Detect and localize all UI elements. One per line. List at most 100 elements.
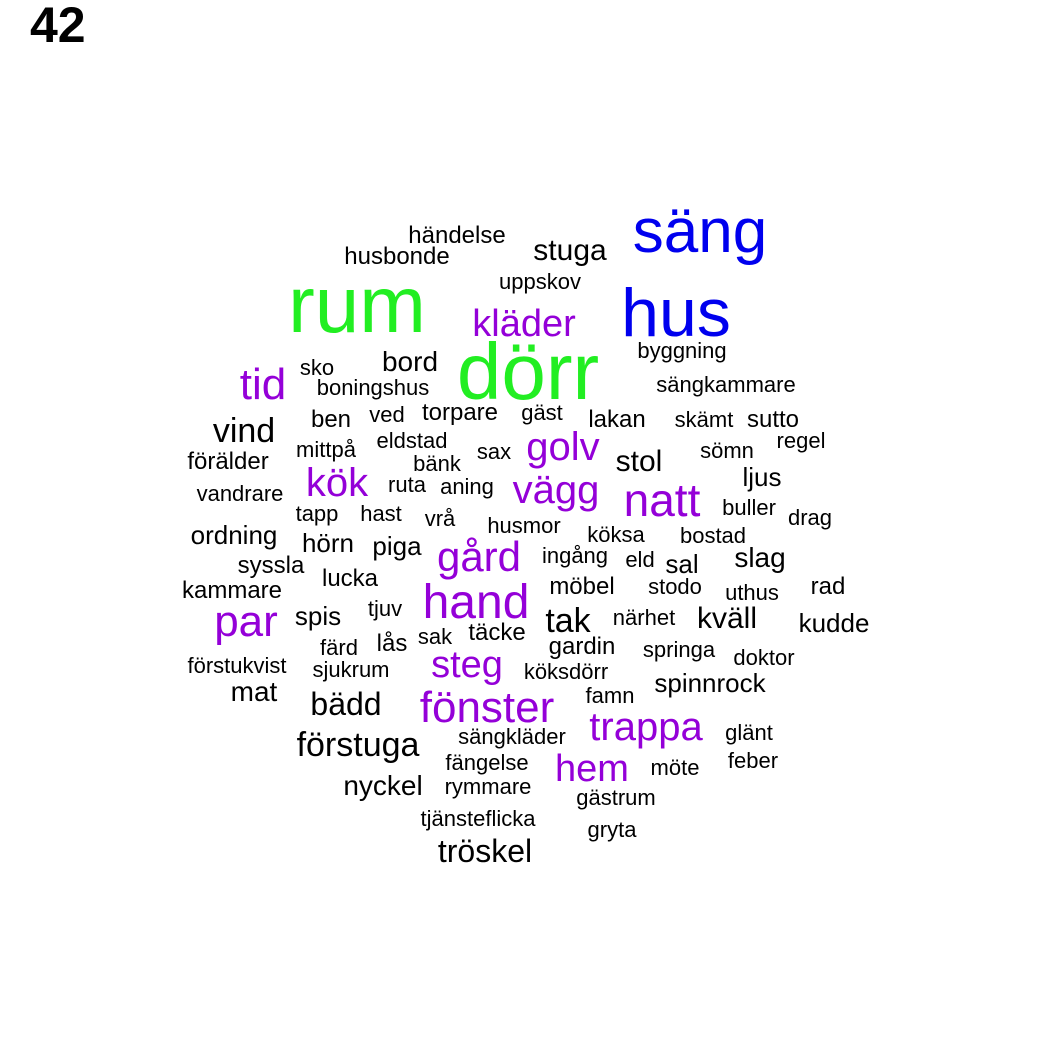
cloud-word: ljus <box>742 462 782 492</box>
cloud-word: gästrum <box>576 785 656 810</box>
cloud-word: tjänsteflicka <box>420 806 536 831</box>
cloud-word: eldstad <box>376 428 448 453</box>
cloud-word: ben <box>310 406 352 433</box>
cloud-word: kläder <box>472 303 576 345</box>
cloud-word: lucka <box>321 565 379 592</box>
cloud-word: spis <box>294 601 342 631</box>
cloud-word: syssla <box>237 552 305 579</box>
cloud-word: mat <box>230 676 278 707</box>
cloud-word: gardin <box>548 633 616 660</box>
cloud-word: vandrare <box>196 481 284 506</box>
cloud-word: husbonde <box>344 243 450 270</box>
cloud-word: feber <box>727 748 779 773</box>
cloud-word: boningshus <box>316 375 430 400</box>
cloud-word: sömn <box>700 438 754 463</box>
cloud-word: ingång <box>541 543 609 568</box>
cloud-word: rymmare <box>444 774 532 799</box>
cloud-word: fängelse <box>445 750 529 775</box>
cloud-word: sak <box>417 624 453 649</box>
cloud-word: husmor <box>487 513 561 538</box>
cloud-word: närhet <box>612 605 676 630</box>
cloud-word: lås <box>376 630 408 657</box>
cloud-word: golv <box>526 425 600 469</box>
cloud-word: mittpå <box>296 437 356 462</box>
cloud-word: par <box>214 597 278 646</box>
cloud-word: torpare <box>421 399 499 426</box>
cloud-word: spinnrock <box>654 668 766 698</box>
cloud-word: hörn <box>301 528 355 558</box>
cloud-word: kök <box>305 461 369 505</box>
cloud-word: doktor <box>733 645 795 670</box>
cloud-word: nyckel <box>343 770 423 801</box>
cloud-word: stodo <box>648 574 702 599</box>
cloud-word: trappa <box>589 705 703 749</box>
cloud-word: möbel <box>549 573 615 600</box>
cloud-word: vägg <box>512 468 600 512</box>
cloud-word: köksa <box>587 522 645 547</box>
cloud-word: sjukrum <box>312 657 390 682</box>
cloud-word: tapp <box>295 501 339 526</box>
cloud-word: sko <box>299 355 335 380</box>
cloud-word: rad <box>810 573 846 600</box>
cloud-word: glänt <box>725 720 773 745</box>
cloud-word: springa <box>642 637 716 662</box>
cloud-word: säng <box>632 197 768 266</box>
cloud-word: färd <box>320 635 358 660</box>
cloud-word: skämt <box>674 407 734 432</box>
cloud-word: ordning <box>190 520 278 550</box>
cloud-word: bädd <box>310 686 382 722</box>
cloud-word: förälder <box>187 448 269 475</box>
cloud-word: kväll <box>696 602 758 635</box>
cloud-word: natt <box>623 474 701 526</box>
cloud-word: hus <box>621 275 731 351</box>
cloud-word: vrå <box>424 506 456 531</box>
cloud-word: tröskel <box>437 833 533 869</box>
cloud-word: drag <box>787 505 833 530</box>
cloud-word: byggning <box>637 338 727 363</box>
cloud-word: hem <box>555 748 629 790</box>
cloud-word: regel <box>776 428 826 453</box>
cloud-word: ruta <box>388 472 426 497</box>
cloud-word: tjuv <box>367 596 403 621</box>
cloud-word: förstukvist <box>187 653 287 678</box>
cloud-word: kammare <box>181 577 283 604</box>
cloud-word: sal <box>665 549 699 579</box>
cloud-word: buller <box>722 495 776 520</box>
cloud-word: kudde <box>798 608 870 638</box>
page-number-label: 42 <box>30 0 86 53</box>
cloud-word: vind <box>212 412 276 450</box>
cloud-word: lakan <box>588 406 646 433</box>
cloud-word: bänk <box>413 451 461 476</box>
cloud-word: bostad <box>679 523 747 548</box>
cloud-word: gäst <box>521 400 563 425</box>
cloud-word: fönster <box>419 683 555 732</box>
cloud-word: uthus <box>725 580 779 605</box>
cloud-word: stol <box>615 445 663 478</box>
cloud-word: tid <box>239 360 287 409</box>
cloud-word: köksdörr <box>523 659 609 684</box>
cloud-word: sax <box>476 439 512 464</box>
cloud-word: aning <box>440 474 494 499</box>
cloud-word: sängkammare <box>656 372 796 397</box>
cloud-word: eld <box>625 547 655 572</box>
cloud-word: steg <box>431 644 503 686</box>
cloud-word: händelse <box>408 222 506 249</box>
cloud-word: täcke <box>468 619 526 646</box>
cloud-word: ved <box>369 402 405 427</box>
cloud-word: dörr <box>456 327 600 416</box>
cloud-word: förstuga <box>296 726 420 764</box>
cloud-word: gryta <box>587 817 637 842</box>
cloud-word: piga <box>372 531 422 561</box>
cloud-word: hand <box>422 576 530 629</box>
cloud-word: rum <box>288 260 426 349</box>
cloud-word: stuga <box>533 234 607 267</box>
cloud-word: bord <box>381 346 439 377</box>
cloud-word: sutto <box>746 406 800 433</box>
cloud-word: gård <box>436 533 522 580</box>
cloud-word: möte <box>650 755 700 780</box>
cloud-word: sängkläder <box>458 724 566 749</box>
cloud-word: slag <box>734 542 786 573</box>
cloud-word: hast <box>360 501 402 526</box>
cloud-word: uppskov <box>499 269 581 294</box>
